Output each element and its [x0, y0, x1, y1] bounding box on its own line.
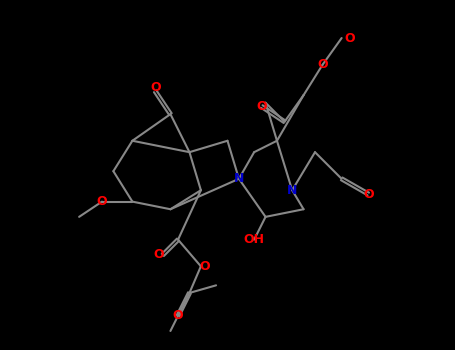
Text: O: O — [199, 260, 210, 273]
Text: OH: OH — [243, 233, 265, 246]
Text: N: N — [287, 184, 298, 197]
Text: O: O — [344, 32, 354, 44]
Text: O: O — [257, 100, 267, 113]
Text: N: N — [234, 172, 244, 185]
Text: O: O — [96, 195, 107, 208]
Text: O: O — [317, 58, 328, 71]
Text: O: O — [363, 188, 374, 201]
Text: O: O — [150, 81, 161, 94]
Text: O: O — [173, 309, 183, 322]
Text: O: O — [154, 248, 164, 261]
